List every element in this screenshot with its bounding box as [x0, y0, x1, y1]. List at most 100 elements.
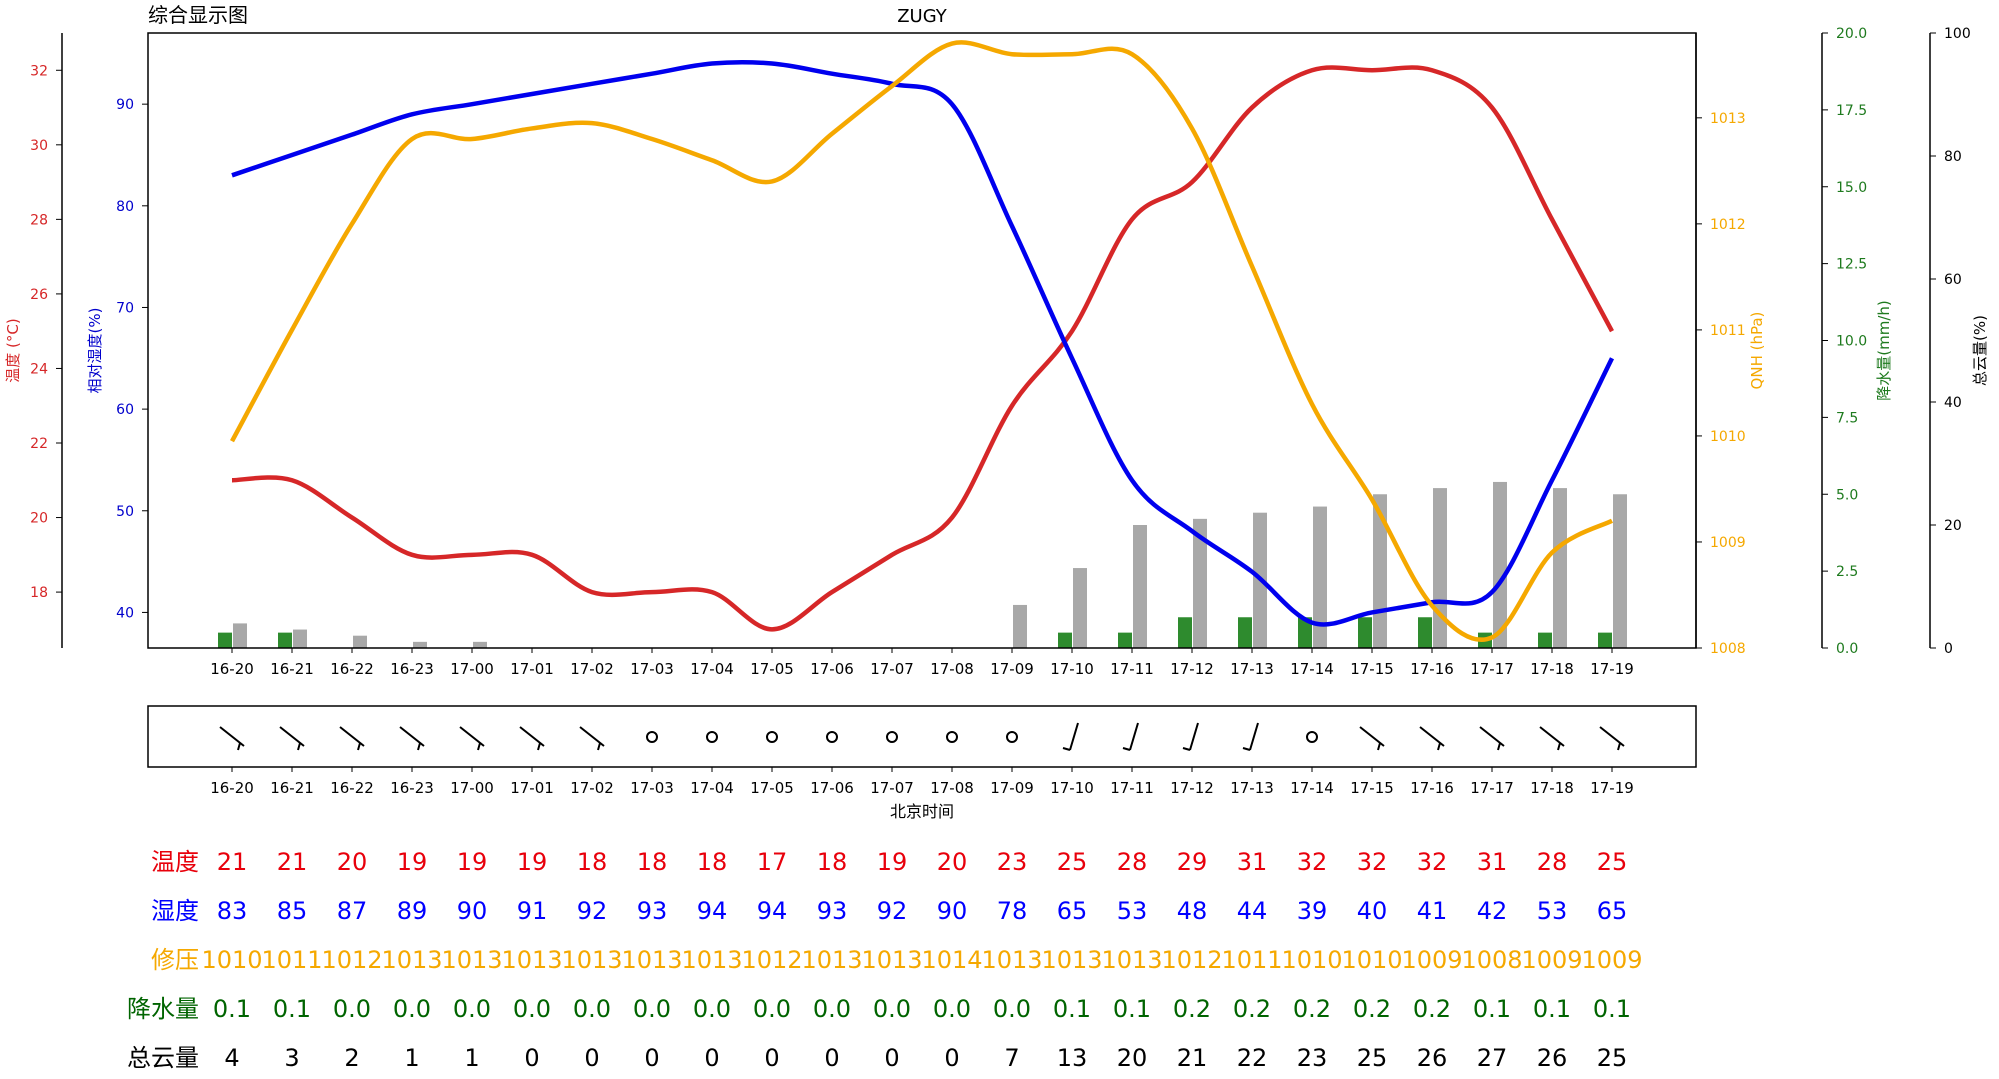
rain-bar — [1238, 617, 1252, 648]
table-cell: 93 — [637, 897, 668, 925]
wind-barb-icon — [1419, 726, 1445, 751]
wind-barb-icon — [1539, 726, 1565, 751]
table-cell: 0 — [584, 1044, 599, 1072]
cloud-tick-label: 100 — [1944, 26, 1971, 42]
table-cell: 0.0 — [393, 995, 431, 1023]
table-cell: 31 — [1477, 848, 1508, 876]
wind-barb-flag — [1062, 747, 1071, 751]
x-tick-label-wind: 16-22 — [330, 779, 374, 797]
x-tick-label-wind: 17-09 — [990, 779, 1034, 797]
table-cell: 25 — [1597, 1044, 1628, 1072]
table-cell: 1011 — [261, 946, 322, 974]
table-cell: 1013 — [861, 946, 922, 974]
qnh-tick-label: 1010 — [1710, 429, 1746, 445]
table-cell: 0.1 — [213, 995, 251, 1023]
wind-barb-flag — [357, 742, 361, 751]
table-cell: 1010 — [201, 946, 262, 974]
table-cell: 27 — [1477, 1044, 1508, 1072]
x-tick-label: 17-01 — [510, 660, 554, 678]
cloud-bar — [1133, 525, 1147, 648]
x-tick-label-wind: 17-13 — [1230, 779, 1274, 797]
table-cell: 0.0 — [453, 995, 491, 1023]
x-tick-label: 17-02 — [570, 660, 614, 678]
x-tick-label-wind: 17-15 — [1350, 779, 1394, 797]
cloud-bar — [473, 641, 487, 648]
qnh-tick-label: 1011 — [1710, 323, 1746, 339]
temperature-line — [231, 65, 1614, 632]
table-cell: 1013 — [981, 946, 1042, 974]
table-cell: 1011 — [1221, 946, 1282, 974]
x-tick-label: 17-14 — [1290, 660, 1334, 678]
wind-barb-icon — [219, 726, 245, 751]
table-cell: 90 — [937, 897, 968, 925]
table-cell: 1014 — [921, 946, 982, 974]
wind-barb-icon — [459, 726, 485, 751]
x-tick-label-wind: 17-17 — [1470, 779, 1514, 797]
chart-subtitle: 综合显示图 — [148, 3, 248, 27]
table-cell: 94 — [697, 897, 728, 925]
table-cell: 25 — [1597, 848, 1628, 876]
rain-bar — [1118, 632, 1132, 648]
temperature-tick-label: 26 — [30, 287, 48, 303]
temperature-tick-label: 30 — [30, 138, 48, 154]
wind-barb-shaft — [1359, 726, 1385, 747]
table-cell: 0.0 — [813, 995, 851, 1023]
wind-barb-shaft — [279, 726, 305, 747]
table-cell: 0.1 — [1533, 995, 1571, 1023]
table-cell: 18 — [577, 848, 608, 876]
table-cell: 2 — [344, 1044, 359, 1072]
x-tick-label: 16-22 — [330, 660, 374, 678]
table-cell: 17 — [757, 848, 788, 876]
wind-panel-frame — [147, 705, 1697, 768]
table-cell: 1012 — [1161, 946, 1222, 974]
table-cell: 7 — [1004, 1044, 1019, 1072]
table-cell: 0.2 — [1173, 995, 1211, 1023]
cloud-tick-label: 20 — [1944, 518, 1962, 534]
table-cell: 65 — [1057, 897, 1088, 925]
table-cell: 0.0 — [993, 995, 1031, 1023]
table-cell: 87 — [337, 897, 368, 925]
wind-barb-flag — [1182, 747, 1191, 751]
table-row-label: 总云量 — [127, 1044, 199, 1072]
wind-barb-shaft — [399, 726, 425, 747]
table-cell: 83 — [217, 897, 248, 925]
table-cell: 44 — [1237, 897, 1268, 925]
table-cell: 0.2 — [1353, 995, 1391, 1023]
table-cell: 18 — [817, 848, 848, 876]
table-cell: 4 — [224, 1044, 239, 1072]
temperature-tick-label: 32 — [30, 63, 48, 79]
rain-bar — [1538, 632, 1552, 648]
x-tick-label-wind: 17-18 — [1530, 779, 1574, 797]
table-cell: 1013 — [561, 946, 622, 974]
table-cell: 1 — [464, 1044, 479, 1072]
table-cell: 1010 — [1341, 946, 1402, 974]
table-cell: 26 — [1537, 1044, 1568, 1072]
precipitation-tick-label: 17.5 — [1836, 103, 1867, 119]
temperature-tick-label: 24 — [30, 361, 48, 377]
table-cell: 42 — [1477, 897, 1508, 925]
wind-barb-flag — [297, 742, 301, 751]
x-tick-label: 17-16 — [1410, 660, 1454, 678]
wind-barb-flag — [597, 742, 601, 751]
x-tick-label-wind: 17-12 — [1170, 779, 1214, 797]
table-cell: 48 — [1177, 897, 1208, 925]
humidity-axis-label: 相对湿度(%) — [86, 308, 104, 394]
x-tick-label-wind: 17-05 — [750, 779, 794, 797]
table-cell: 1009 — [1401, 946, 1462, 974]
x-tick-label: 16-21 — [270, 660, 314, 678]
table-cell: 25 — [1057, 848, 1088, 876]
table-cell: 40 — [1357, 897, 1388, 925]
cloud-bar — [353, 635, 367, 648]
calm-wind-icon — [886, 731, 898, 743]
table-cell: 0.2 — [1413, 995, 1451, 1023]
rain-bar — [1598, 632, 1612, 648]
x-tick-label-wind: 17-16 — [1410, 779, 1454, 797]
wind-barb-shaft — [1069, 722, 1079, 751]
precipitation-tick-label: 12.5 — [1836, 257, 1867, 273]
cloud-bar — [1313, 506, 1327, 648]
table-cell: 0.0 — [693, 995, 731, 1023]
wind-barb-icon — [1599, 726, 1625, 751]
temperature-tick-label: 28 — [30, 212, 48, 228]
